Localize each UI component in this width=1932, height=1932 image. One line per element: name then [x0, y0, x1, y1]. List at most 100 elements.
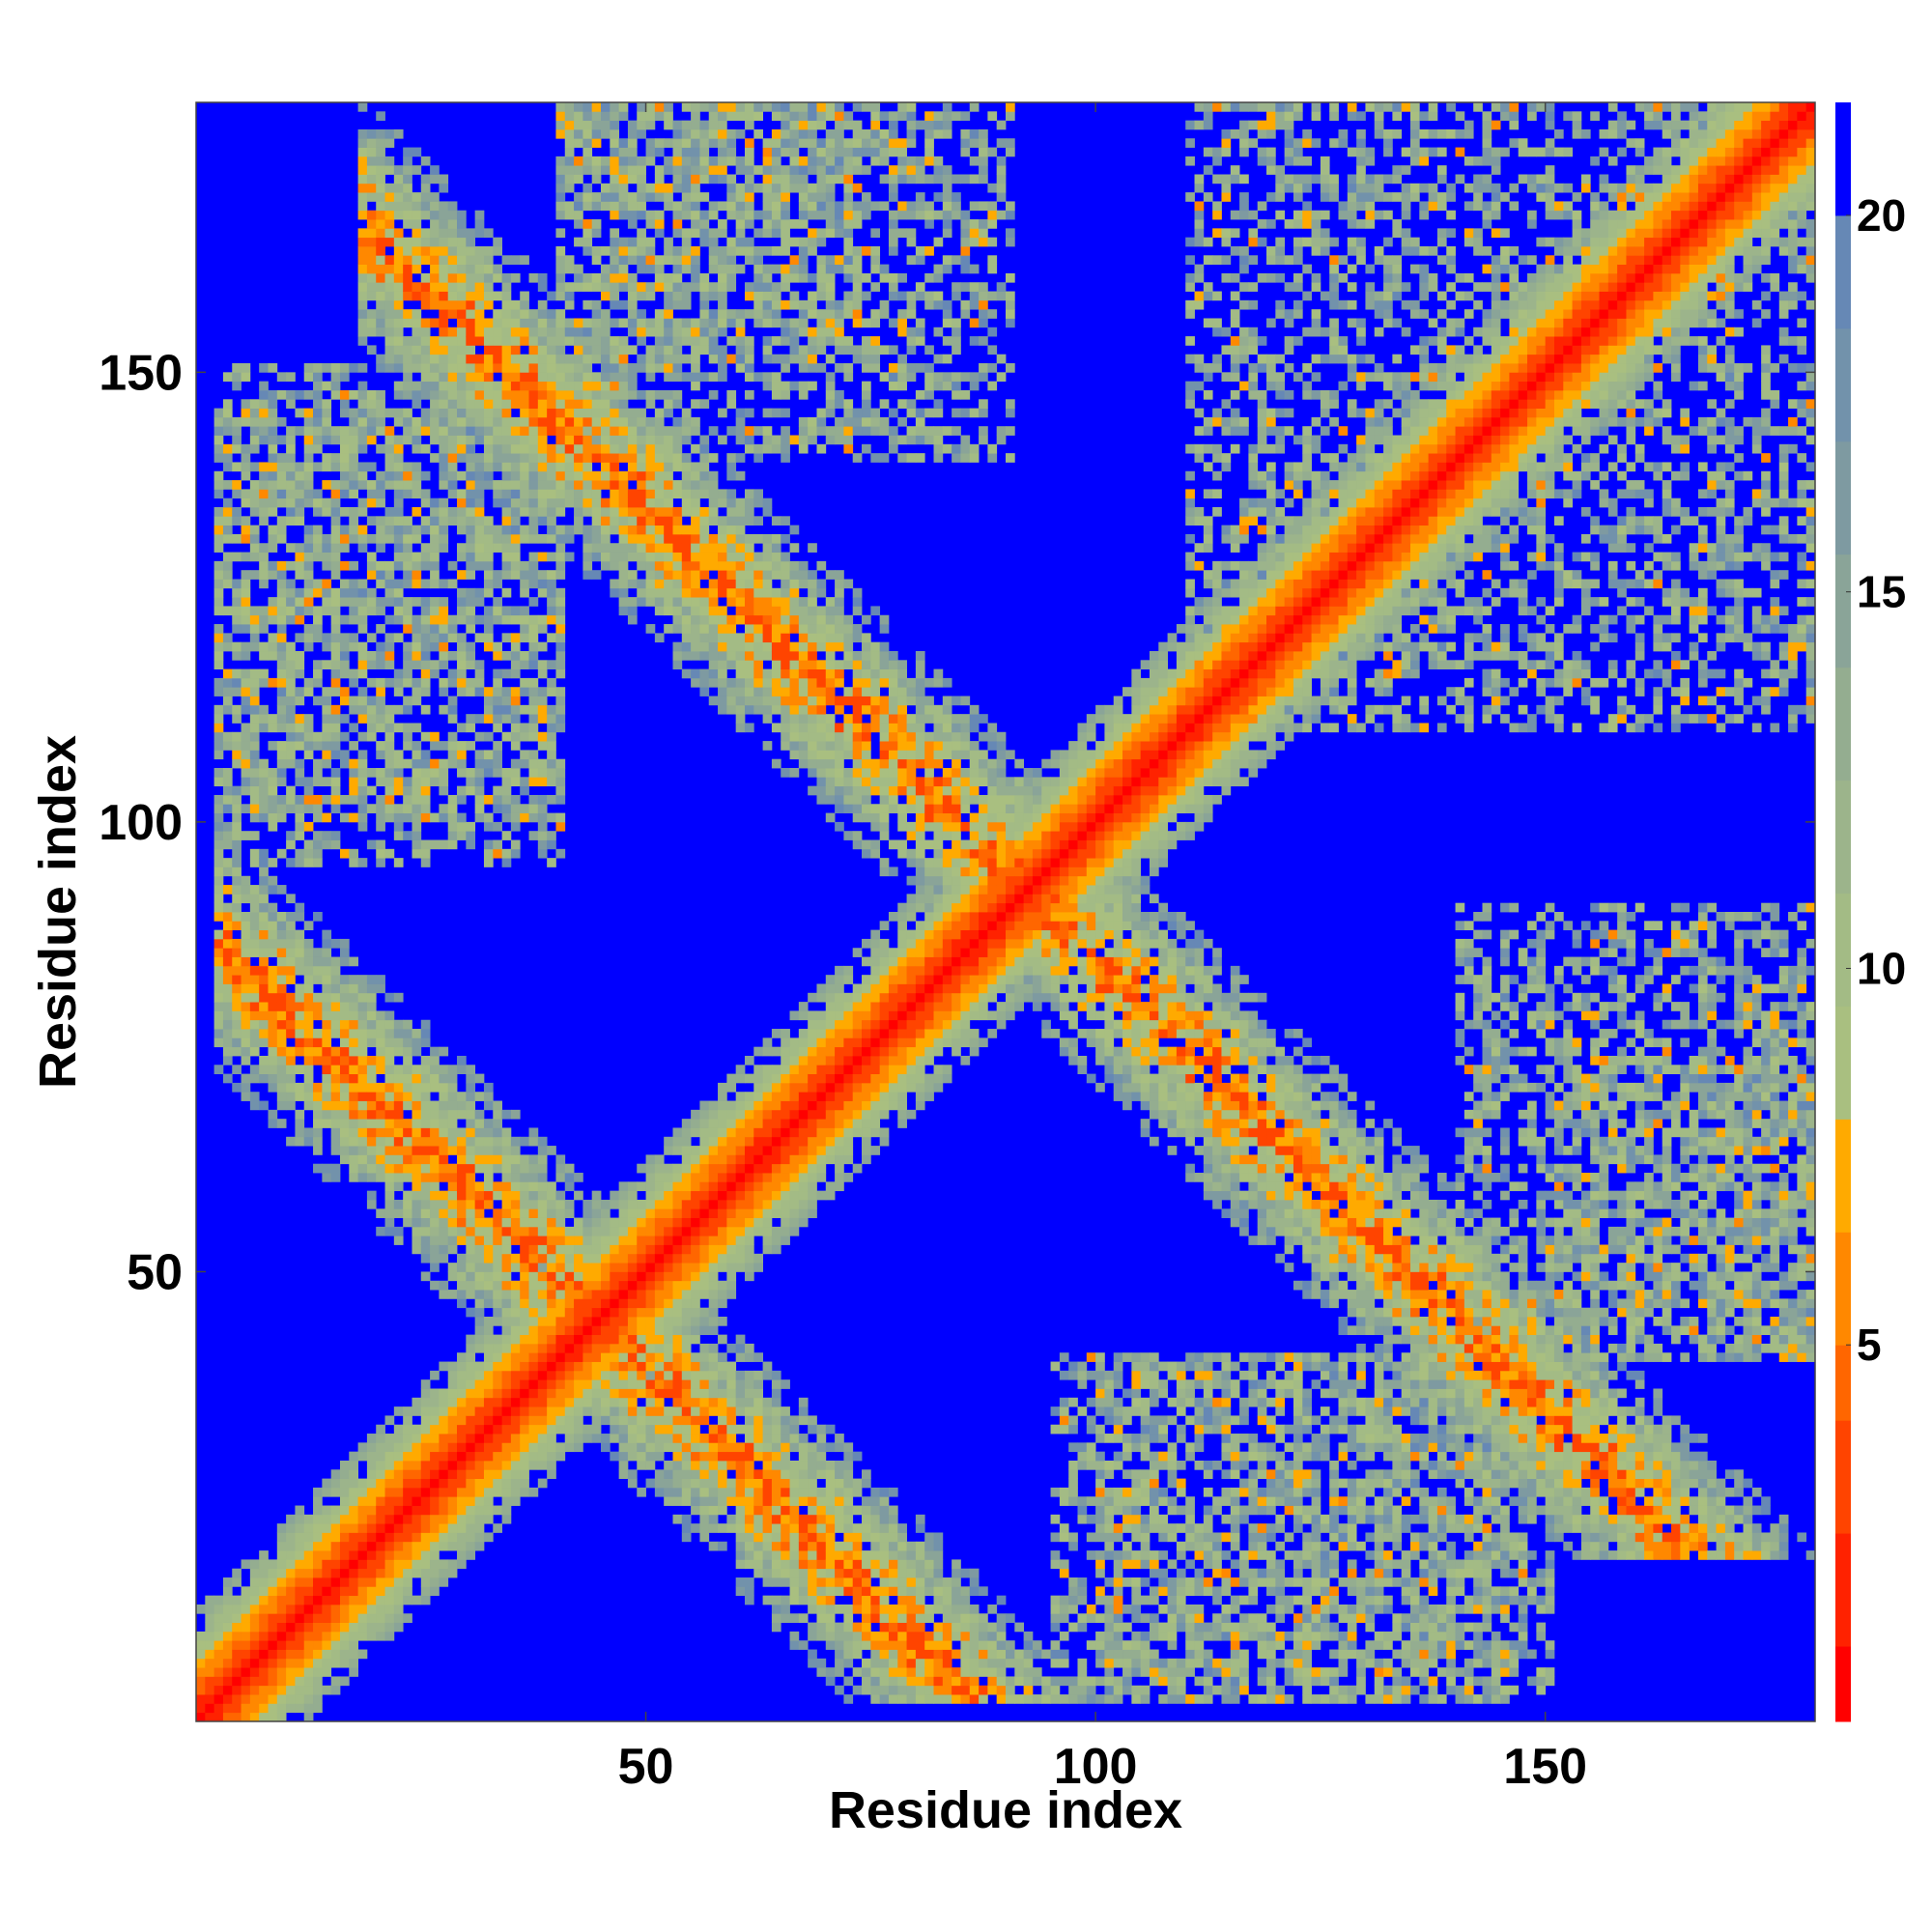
heatmap-cell — [268, 1631, 278, 1641]
heatmap-cell — [213, 848, 224, 859]
heatmap-cell — [313, 633, 323, 643]
heatmap-cell — [384, 1496, 395, 1506]
heatmap-cell — [376, 1532, 385, 1543]
heatmap-cell — [483, 1280, 494, 1291]
heatmap-cell — [493, 1100, 502, 1111]
heatmap-cell — [286, 758, 296, 769]
heatmap-cell — [520, 579, 529, 589]
heatmap-cell — [493, 714, 502, 724]
heatmap-cell — [403, 660, 412, 669]
heatmap-cell — [627, 1317, 638, 1326]
heatmap-cell — [339, 443, 350, 454]
heatmap-cell — [457, 1181, 467, 1192]
heatmap-cell — [618, 1290, 629, 1299]
heatmap-cell — [699, 533, 710, 544]
heatmap-cell — [457, 525, 467, 535]
heatmap-cell — [466, 723, 476, 733]
heatmap-cell — [268, 363, 278, 373]
heatmap-cell — [268, 929, 278, 940]
heatmap-cell — [393, 1550, 404, 1560]
heatmap-cell — [376, 192, 385, 202]
heatmap-cell — [537, 1388, 548, 1399]
heatmap-cell — [627, 453, 638, 463]
heatmap-cell — [457, 1092, 467, 1101]
heatmap-cell — [520, 1397, 529, 1407]
heatmap-cell — [276, 606, 287, 616]
heatmap-cell — [699, 345, 710, 355]
heatmap-cell — [618, 507, 629, 517]
heatmap-cell — [654, 1217, 665, 1228]
heatmap-cell — [249, 633, 260, 643]
heatmap-cell — [447, 1109, 458, 1120]
heatmap-cell — [330, 462, 341, 472]
heatmap-cell — [268, 1046, 278, 1057]
heatmap-cell — [447, 1271, 458, 1282]
heatmap-cell — [664, 255, 673, 265]
heatmap-cell — [330, 480, 341, 490]
heatmap-cell — [384, 723, 395, 733]
heatmap-cell — [259, 1613, 269, 1623]
heatmap-cell — [528, 1298, 539, 1309]
heatmap-cell — [474, 416, 485, 427]
heatmap-cell — [322, 480, 332, 490]
heatmap-cell — [681, 587, 692, 598]
heatmap-cell — [232, 902, 242, 913]
heatmap-cell — [574, 363, 583, 373]
heatmap-cell — [349, 1146, 358, 1155]
heatmap-cell — [637, 533, 646, 544]
heatmap-cell — [259, 875, 269, 886]
heatmap-cell — [466, 516, 476, 526]
heatmap-cell — [664, 1236, 673, 1245]
heatmap-cell — [357, 1065, 368, 1074]
heatmap-cell — [384, 1146, 395, 1155]
heatmap-cell — [664, 1226, 673, 1236]
heatmap-cell — [691, 587, 700, 598]
heatmap-cell — [430, 201, 440, 212]
heatmap-cell — [295, 1065, 305, 1074]
heatmap-cell — [349, 1109, 358, 1120]
heatmap-cell — [249, 641, 260, 652]
heatmap-cell — [645, 399, 656, 409]
heatmap-cell — [645, 1190, 656, 1201]
heatmap-cell — [232, 839, 242, 850]
heatmap-cell — [672, 1434, 683, 1443]
heatmap-cell — [439, 1236, 449, 1245]
heatmap-cell — [493, 1154, 502, 1165]
heatmap-cell — [330, 1658, 341, 1668]
heatmap-cell — [249, 741, 260, 751]
heatmap-cell — [286, 372, 296, 383]
heatmap-cell — [376, 1442, 385, 1453]
heatmap-cell — [322, 453, 332, 463]
heatmap-cell — [384, 1154, 395, 1165]
heatmap-cell — [627, 579, 638, 589]
heatmap-cell — [483, 1451, 494, 1462]
heatmap-cell — [420, 1406, 431, 1416]
heatmap-cell — [276, 938, 287, 949]
heatmap-cell — [430, 624, 440, 634]
heatmap-cell — [691, 210, 700, 220]
heatmap-cell — [474, 1092, 485, 1101]
heatmap-cell — [403, 785, 412, 796]
heatmap-cell — [447, 453, 458, 463]
heatmap-cell — [412, 1487, 422, 1497]
heatmap-cell — [303, 453, 314, 463]
heatmap-cell — [357, 156, 368, 166]
heatmap-cell — [654, 426, 665, 436]
heatmap-cell — [213, 1595, 224, 1605]
heatmap-cell — [447, 255, 458, 265]
heatmap-cell — [520, 1460, 529, 1470]
heatmap-cell — [393, 1208, 404, 1218]
heatmap-cell — [196, 1703, 206, 1714]
heatmap-cell — [547, 597, 556, 607]
heatmap-cell — [672, 1236, 683, 1245]
heatmap-cell — [645, 624, 656, 634]
heatmap-cell — [466, 1460, 476, 1470]
heatmap-cell — [366, 165, 377, 175]
heatmap-cell — [645, 1307, 656, 1318]
heatmap-cell — [699, 1127, 710, 1138]
heatmap-cell — [439, 1388, 449, 1399]
heatmap-cell — [574, 1361, 583, 1372]
heatmap-cell — [213, 741, 224, 751]
heatmap-cell — [357, 363, 368, 373]
heatmap-cell — [637, 327, 646, 337]
